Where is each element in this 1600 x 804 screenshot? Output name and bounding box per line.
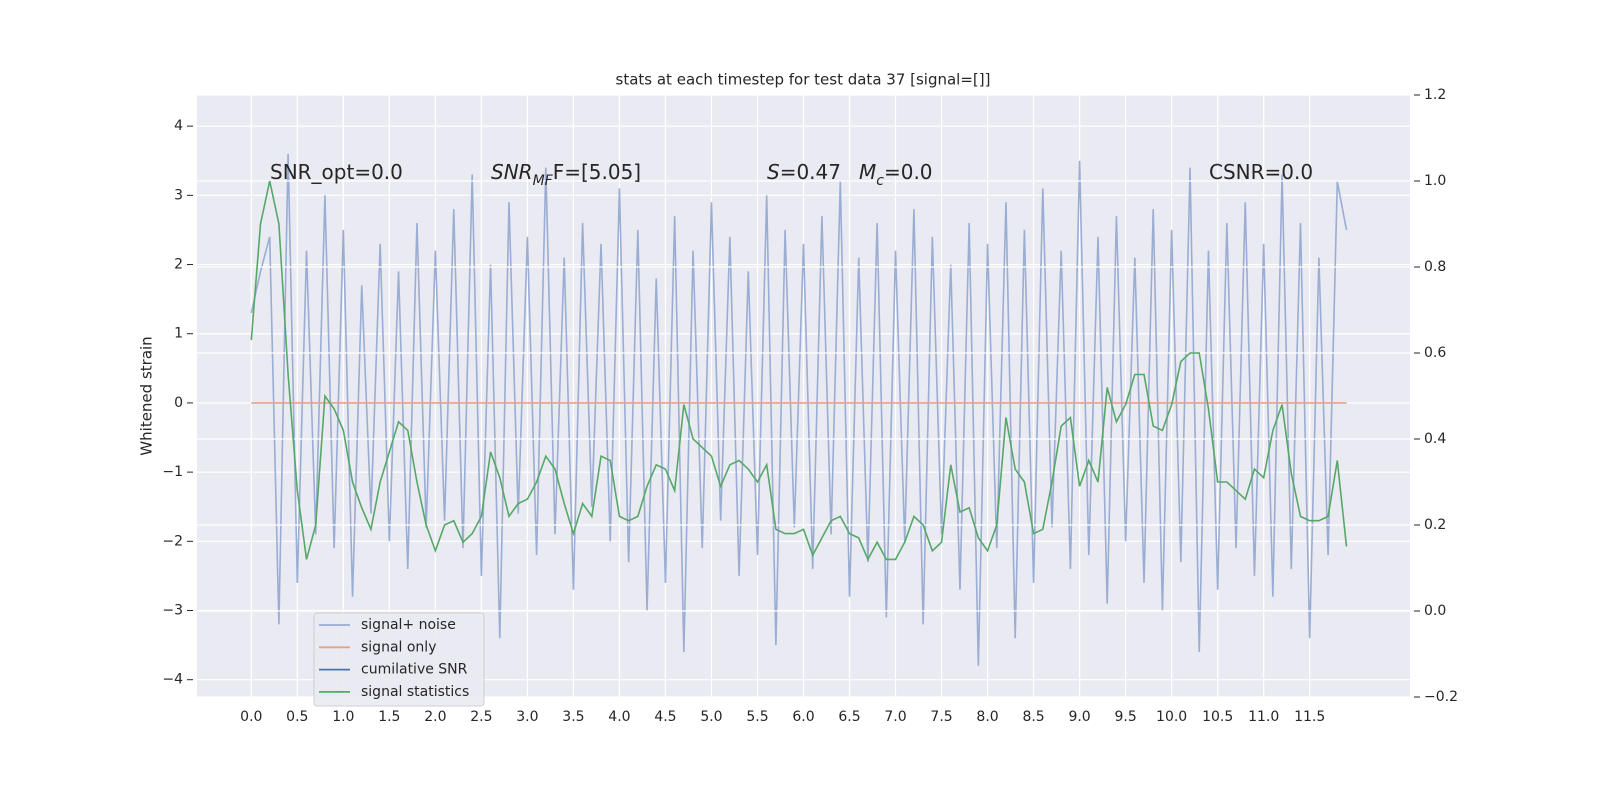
x-tick-label: 8.5 xyxy=(1022,709,1044,725)
legend-frame xyxy=(313,612,485,707)
y-tick-label: −3 xyxy=(162,603,183,619)
y-tick-label: 3 xyxy=(174,187,183,203)
y-tick-label: −4 xyxy=(162,672,183,688)
annotation-part: F=[5.05] xyxy=(553,160,641,184)
annotation-part: S xyxy=(767,160,780,184)
x-tick-label: 5.0 xyxy=(700,709,722,725)
x-tick-label: 5.5 xyxy=(746,709,768,725)
x-tick-label: 9.5 xyxy=(1114,709,1136,725)
y-tick-label: 4 xyxy=(174,118,183,134)
chart-title: stats at each timestep for test data 37 … xyxy=(616,71,991,89)
legend-label: signal only xyxy=(361,639,436,655)
annotation: SNRMFF=[5.05] xyxy=(491,160,641,190)
y-tick-label: 0 xyxy=(174,395,183,411)
y2-tick-label: 0.6 xyxy=(1424,345,1446,361)
annotation: CSNR=0.0 xyxy=(1209,160,1313,184)
series-line xyxy=(250,180,1348,562)
x-tick-label: 9.0 xyxy=(1068,709,1090,725)
y2-tick-label: 1.0 xyxy=(1424,173,1446,189)
annotation-part: MF xyxy=(533,173,554,189)
x-tick-label: 10.5 xyxy=(1202,709,1233,725)
y-tick-label: 2 xyxy=(174,257,183,273)
annotation-part: =0.47 xyxy=(780,160,841,184)
y2-tick-label: −0.2 xyxy=(1424,689,1458,705)
annotation: Mc=0.0 xyxy=(859,160,933,190)
x-tick-label: 4.5 xyxy=(654,709,676,725)
x-tick-label: 11.0 xyxy=(1248,709,1279,725)
x-tick-label: 11.5 xyxy=(1294,709,1325,725)
y2-tick-label: 1.2 xyxy=(1424,87,1446,103)
x-tick-label: 7.5 xyxy=(930,709,952,725)
y2-tick-label: 0.8 xyxy=(1424,259,1446,275)
y-tick-label: −2 xyxy=(162,533,183,549)
x-tick-label: 0.0 xyxy=(240,709,262,725)
y-tick-label: −1 xyxy=(162,464,183,480)
x-tick-label: 6.0 xyxy=(792,709,814,725)
x-tick-label: 6.5 xyxy=(838,709,860,725)
x-tick-label: 2.5 xyxy=(470,709,492,725)
y2-tick-label: 0.2 xyxy=(1424,517,1446,533)
annotation-part: c xyxy=(876,173,884,189)
annotation-part: SNR xyxy=(491,160,533,184)
annotation-part: M xyxy=(859,160,876,184)
x-tick-label: 0.5 xyxy=(286,709,308,725)
y-tick-label: 1 xyxy=(174,326,183,342)
annotation: SNR_opt=0.0 xyxy=(270,160,403,184)
legend-label: signal+ noise xyxy=(361,617,456,633)
y2-tick-label: 0.4 xyxy=(1424,431,1446,447)
legend-label: signal statistics xyxy=(361,684,469,700)
x-tick-label: 4.0 xyxy=(608,709,630,725)
series-line xyxy=(250,153,1348,666)
x-tick-label: 1.0 xyxy=(332,709,354,725)
x-tick-label: 1.5 xyxy=(378,709,400,725)
x-tick-label: 7.0 xyxy=(884,709,906,725)
x-tick-label: 3.5 xyxy=(562,709,584,725)
annotation: S=0.47 xyxy=(767,160,841,184)
x-tick-label: 10.0 xyxy=(1156,709,1187,725)
x-tick-label: 8.0 xyxy=(976,709,998,725)
x-tick-label: 2.0 xyxy=(424,709,446,725)
y2-tick-label: 0.0 xyxy=(1424,603,1446,619)
x-tick-label: 3.0 xyxy=(516,709,538,725)
annotation-part: CSNR=0.0 xyxy=(1209,160,1313,184)
annotation-part: SNR_opt=0.0 xyxy=(270,160,403,184)
legend-label: cumilative SNR xyxy=(361,662,468,678)
y-axis-label: Whitened strain xyxy=(138,336,156,455)
annotation-part: =0.0 xyxy=(884,160,933,184)
